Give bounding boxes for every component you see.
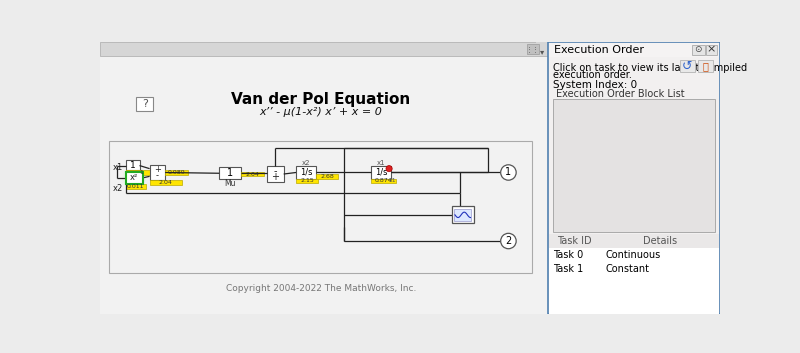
Text: Constant: Constant bbox=[606, 264, 650, 274]
Bar bbox=[549, 276, 719, 314]
Bar bbox=[549, 262, 719, 276]
Bar bbox=[219, 167, 241, 179]
Text: x’’ - μ(1-x²) x’ + x = 0: x’’ - μ(1-x²) x’ + x = 0 bbox=[259, 107, 382, 118]
Text: 1: 1 bbox=[506, 167, 511, 178]
Text: x1: x1 bbox=[389, 179, 397, 184]
Text: ×: × bbox=[706, 45, 716, 55]
Text: 2.68: 2.68 bbox=[320, 174, 334, 179]
Text: 2: 2 bbox=[506, 236, 511, 246]
Text: Execution Order Block List: Execution Order Block List bbox=[556, 89, 684, 99]
Bar bbox=[536, 42, 548, 56]
Bar bbox=[692, 45, 705, 55]
Text: 2.15: 2.15 bbox=[300, 179, 314, 184]
Circle shape bbox=[501, 233, 516, 249]
Bar bbox=[241, 172, 264, 176]
Text: +: + bbox=[154, 165, 161, 174]
Bar bbox=[150, 165, 165, 180]
Bar bbox=[527, 44, 539, 54]
Text: 0.874: 0.874 bbox=[374, 179, 393, 184]
Bar bbox=[316, 174, 338, 179]
Text: execution order.: execution order. bbox=[554, 70, 632, 80]
Circle shape bbox=[130, 173, 138, 183]
Text: Task 1: Task 1 bbox=[554, 264, 584, 274]
Text: Continuous: Continuous bbox=[606, 250, 661, 260]
Text: ⋮⋮: ⋮⋮ bbox=[526, 46, 540, 52]
Text: Copyright 2004-2022 The MathWorks, Inc.: Copyright 2004-2022 The MathWorks, Inc. bbox=[226, 284, 416, 293]
Bar bbox=[296, 179, 318, 183]
Bar bbox=[296, 166, 316, 179]
Bar bbox=[100, 42, 548, 56]
Text: x1: x1 bbox=[112, 163, 122, 172]
Text: Task 0: Task 0 bbox=[554, 250, 584, 260]
Bar bbox=[371, 179, 396, 183]
Bar bbox=[548, 42, 720, 314]
Circle shape bbox=[386, 166, 392, 172]
Text: Click on task to view its latest compiled: Click on task to view its latest compile… bbox=[554, 63, 747, 73]
Text: Mu: Mu bbox=[225, 179, 236, 188]
Text: x2: x2 bbox=[112, 184, 122, 193]
Text: x2: x2 bbox=[302, 160, 310, 166]
Text: 1/s: 1/s bbox=[375, 168, 387, 177]
Text: 1/s: 1/s bbox=[300, 168, 312, 177]
Bar bbox=[549, 248, 719, 262]
Text: 2.04: 2.04 bbox=[159, 180, 173, 185]
Bar bbox=[549, 234, 719, 248]
Text: Details: Details bbox=[643, 236, 678, 246]
Bar bbox=[553, 99, 715, 232]
Bar bbox=[698, 60, 713, 72]
Text: 1: 1 bbox=[139, 170, 143, 175]
Bar bbox=[100, 56, 548, 314]
Circle shape bbox=[122, 166, 146, 190]
Bar bbox=[266, 166, 284, 182]
Text: -: - bbox=[156, 171, 159, 180]
Bar bbox=[680, 60, 695, 72]
Bar bbox=[452, 207, 474, 223]
Text: ⊙: ⊙ bbox=[694, 45, 702, 54]
Text: ↺: ↺ bbox=[682, 60, 693, 73]
Bar bbox=[126, 170, 157, 175]
Text: 1: 1 bbox=[130, 161, 135, 170]
Text: x1: x1 bbox=[377, 160, 386, 166]
Bar bbox=[126, 172, 142, 184]
Bar bbox=[137, 97, 154, 111]
Bar bbox=[126, 184, 146, 189]
Text: 0.989: 0.989 bbox=[168, 170, 186, 175]
Bar bbox=[150, 180, 182, 185]
Bar bbox=[706, 45, 717, 55]
Bar bbox=[165, 170, 188, 175]
Text: System Index: 0: System Index: 0 bbox=[554, 80, 638, 90]
Text: 2.04: 2.04 bbox=[246, 172, 260, 176]
Text: 🎨: 🎨 bbox=[702, 61, 708, 71]
Text: ?: ? bbox=[142, 99, 148, 109]
Circle shape bbox=[126, 170, 142, 186]
Circle shape bbox=[501, 165, 516, 180]
Text: x²: x² bbox=[130, 173, 138, 183]
Text: 0.011: 0.011 bbox=[127, 184, 145, 189]
Text: Van der Pol Equation: Van der Pol Equation bbox=[231, 92, 410, 107]
Bar bbox=[110, 141, 532, 273]
Text: Execution Order: Execution Order bbox=[554, 45, 644, 55]
Bar bbox=[371, 166, 391, 179]
Bar bbox=[126, 160, 139, 170]
Text: ▾: ▾ bbox=[540, 47, 544, 56]
Bar bbox=[454, 209, 471, 221]
Text: Task ID: Task ID bbox=[557, 236, 592, 246]
Text: +: + bbox=[271, 172, 279, 182]
Text: 1: 1 bbox=[227, 168, 234, 178]
Text: -: - bbox=[274, 166, 277, 176]
Bar bbox=[549, 43, 719, 57]
